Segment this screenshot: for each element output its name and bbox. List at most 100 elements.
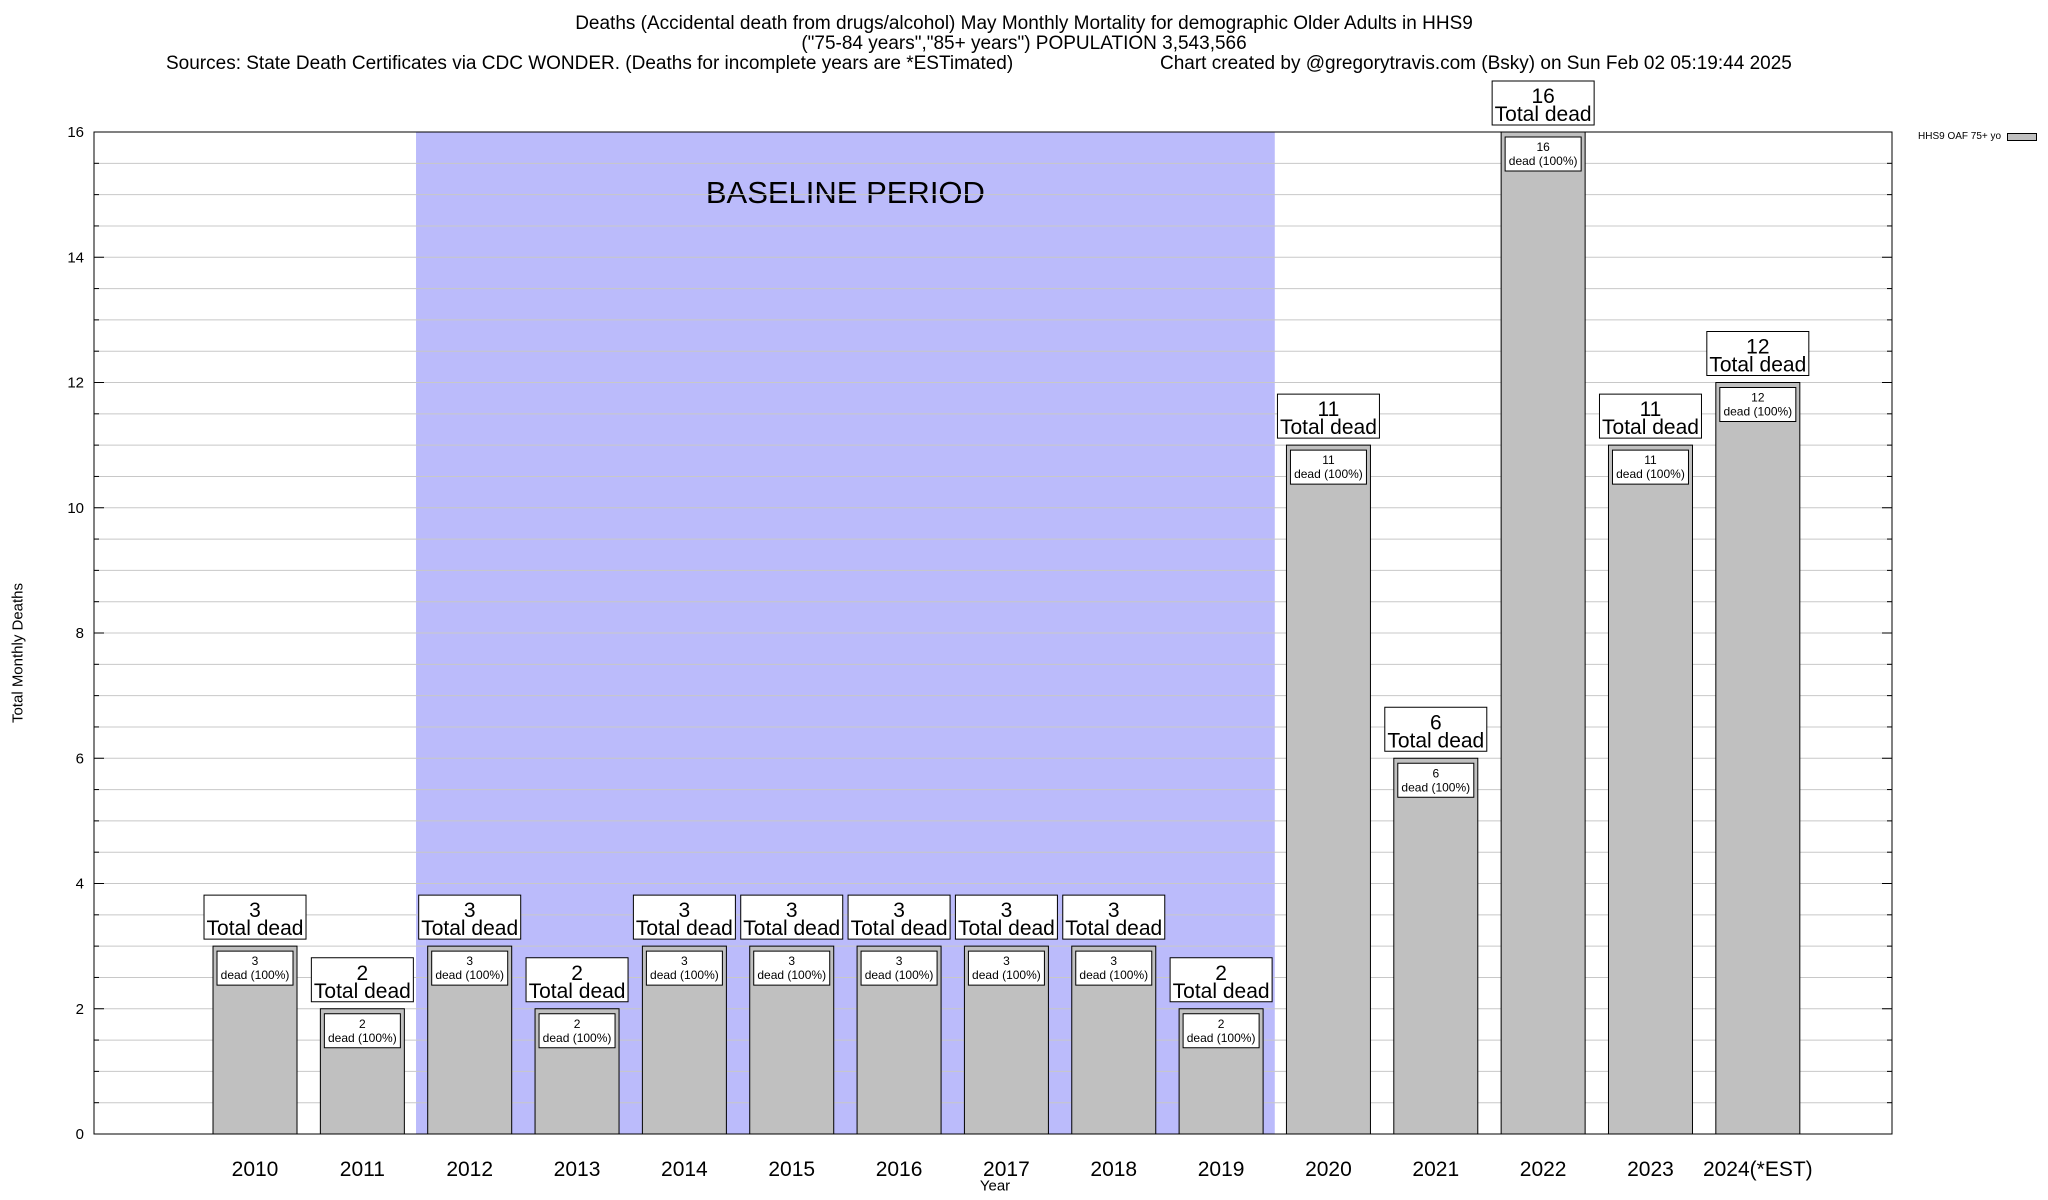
bar-inner-label: dead (100%) [650,968,719,982]
bar-inner-box [538,1013,616,1049]
bar-total-label: Total dead [529,980,626,1003]
bar-total-value: 6 [1430,711,1442,734]
bar-inner-value: 16 [1536,140,1550,154]
bar-total-label: Total dead [636,917,733,940]
legend-swatch [2007,132,2038,141]
bar-total-box [203,894,307,940]
bar-inner-value: 11 [1322,453,1335,467]
bar-inner-label: dead (100%) [221,968,290,982]
y-tick-label: 6 [76,750,84,767]
bar-inner-box [645,950,723,986]
bar-inner-value: 2 [359,1017,366,1031]
bar-inner-label: dead (100%) [1509,154,1578,168]
bar-total-box [1384,706,1488,752]
x-tick-label: 2017 [983,1158,1030,1181]
sources-note: Sources: State Death Certificates via CD… [166,53,1014,74]
bar-inner-value: 3 [252,954,259,968]
x-tick-label: 2016 [876,1158,923,1181]
x-tick-label: 2020 [1305,1158,1352,1181]
x-tick-label: 2014 [661,1158,708,1181]
y-tick-label: 2 [76,1001,84,1018]
bar-total-box [1598,393,1702,439]
bar-inner-box [1289,449,1367,485]
bar-total-value: 3 [1001,899,1013,922]
bar-total-label: Total dead [958,917,1055,940]
bar-total-label: Total dead [1065,917,1162,940]
x-tick-label: 2024(*EST) [1703,1158,1813,1181]
bar-inner-label: dead (100%) [1723,405,1792,419]
bar-inner-box [753,950,831,986]
x-tick-label: 2012 [446,1158,493,1181]
bar-total-value: 3 [1108,899,1120,922]
bar-inner-box [323,1013,401,1049]
x-tick-label: 2021 [1412,1158,1459,1181]
bar-inner-value: 6 [1432,766,1439,780]
x-tick-label: 2010 [232,1158,279,1181]
bar-inner-label: dead (100%) [1401,780,1470,794]
bar-total-label: Total dead [1602,416,1699,439]
bar-inner-box [1075,950,1153,986]
y-tick-label: 4 [76,876,84,893]
bar-inner-label: dead (100%) [543,1031,612,1045]
chart-title: Deaths (Accidental death from drugs/alco… [575,13,1473,34]
bar-total-value: 16 [1531,85,1554,108]
y-tick-label: 0 [76,1126,84,1143]
bar-total-label: Total dead [1173,980,1270,1003]
y-tick-label: 12 [67,375,84,392]
bar-total-value: 2 [571,962,583,985]
bar-total-label: Total dead [1495,103,1592,126]
bar-total-label: Total dead [851,917,948,940]
bar-total-value: 3 [249,899,261,922]
bar-total-label: Total dead [1709,354,1806,377]
bar-inner-box [860,950,938,986]
bar-inner-label: dead (100%) [865,968,934,982]
bar-inner-box [1397,762,1475,798]
bar-inner-box [1719,387,1797,422]
bar-total-value: 12 [1746,336,1769,359]
bar-inner-value: 11 [1644,453,1657,467]
bar-inner-box [216,950,294,986]
bar-inner-box [1611,449,1689,485]
bar-total-box [525,957,629,1003]
bar-inner-label: dead (100%) [1294,467,1363,481]
chart-subtitle: ("75-84 years","85+ years") POPULATION 3… [801,33,1247,54]
bar-total-label: Total dead [314,980,411,1003]
bar-total-box [1491,80,1595,126]
x-tick-label: 2018 [1090,1158,1137,1181]
bar [1393,757,1479,1135]
x-axis-label: Year [979,1177,1011,1195]
bar-total-label: Total dead [743,917,840,940]
x-tick-label: 2023 [1627,1158,1674,1181]
bar-total-label: Total dead [1280,416,1377,439]
bar-total-box [310,957,414,1003]
y-tick-label: 14 [67,249,84,266]
y-tick-label: 8 [76,625,84,642]
bar-total-value: 3 [893,899,905,922]
bar-total-value: 2 [357,962,369,985]
bar-total-value: 11 [1640,398,1662,421]
bar-inner-value: 3 [788,954,795,968]
legend-label: HHS9 OAF 75+ yo [1918,131,2002,142]
bar-inner-value: 2 [574,1017,581,1031]
bar-inner-label: dead (100%) [328,1031,397,1045]
baseline-band-label: BASELINE PERIOD [706,175,985,210]
bar-inner-label: dead (100%) [757,968,826,982]
bar-inner-label: dead (100%) [1079,968,1148,982]
bar-total-label: Total dead [421,917,518,940]
bar-total-box [1169,957,1273,1003]
x-tick-label: 2022 [1520,1158,1567,1181]
bar-inner-label: dead (100%) [435,968,504,982]
bar-total-box [1706,331,1810,376]
bar-total-value: 3 [786,899,798,922]
bar-inner-label: dead (100%) [1187,1031,1256,1045]
x-tick-label: 2019 [1198,1158,1245,1181]
bar-inner-value: 3 [896,954,903,968]
bar-total-value: 11 [1318,398,1340,421]
x-tick-label: 2011 [340,1158,385,1181]
y-tick-label: 10 [67,500,84,517]
x-tick-label: 2013 [554,1158,601,1181]
bar-total-box [418,894,522,940]
bar-total-label: Total dead [1387,729,1484,752]
bar [1715,382,1801,1135]
